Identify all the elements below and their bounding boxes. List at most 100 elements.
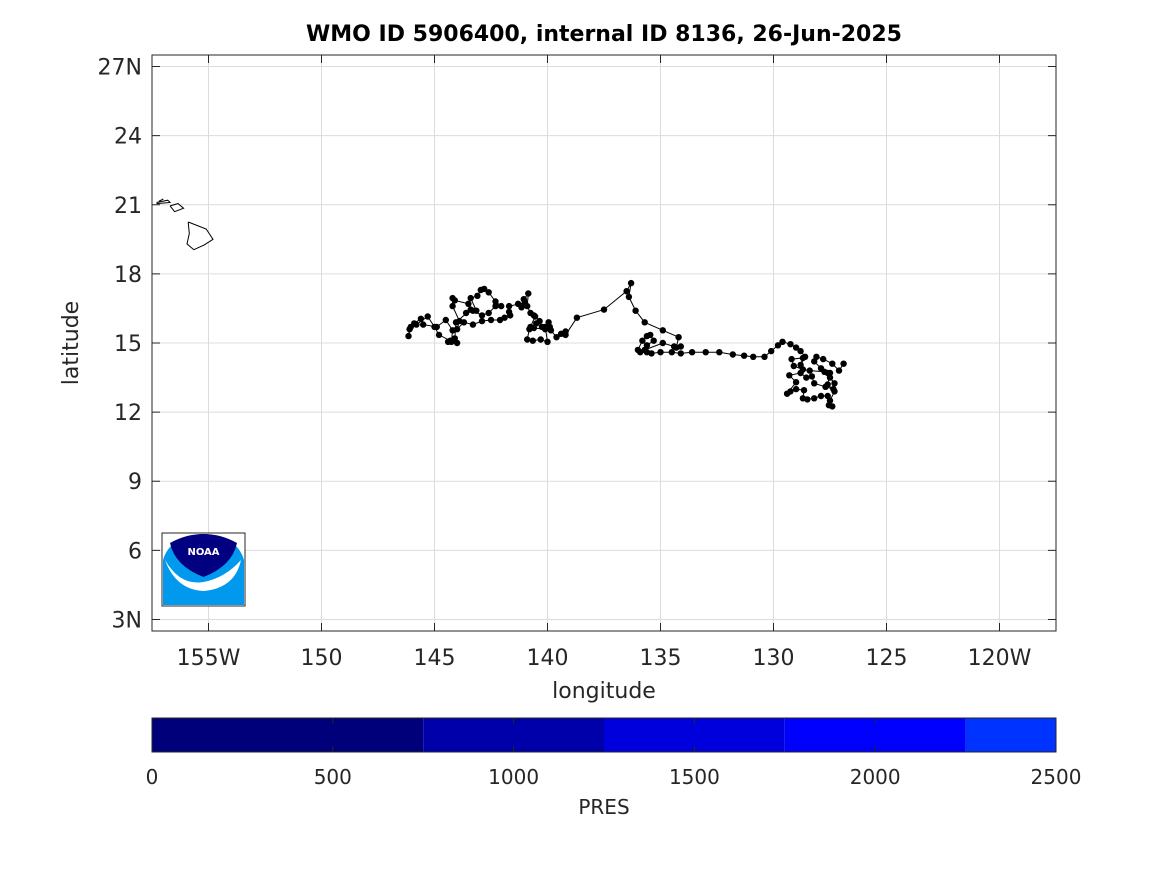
axis-ticks: 155W 150 145 140 135 130 125 120W 3N 6 9 12 15 18 21 24…: [98, 55, 1056, 671]
chart-title: WMO ID 5906400, internal ID 8136, 26-Jun…: [306, 22, 902, 47]
map-axes: 155W 150 145 140 135 130 125 120W 3N 6 9 12 15 18 21 24…: [98, 54, 1057, 671]
trajectory-point: [811, 358, 818, 365]
trajectory-point: [449, 327, 456, 334]
trajectory-point: [529, 337, 536, 344]
trajectory-point: [542, 326, 549, 333]
island-outline: [186, 221, 214, 251]
trajectory-point: [831, 380, 838, 387]
trajectory-point: [768, 347, 775, 355]
colorbar-tick-label: 2500: [1031, 765, 1082, 789]
colorbar-ticks: 0 500 1000 1500 2000 2500: [146, 718, 1082, 789]
trajectory-point: [840, 360, 847, 367]
x-tick-label: 130: [753, 646, 795, 671]
trajectory-point: [465, 300, 472, 307]
trajectory-point: [792, 344, 800, 351]
trajectory-point: [634, 346, 642, 354]
x-tick-label: 120W: [968, 646, 1032, 671]
trajectory-point: [478, 312, 486, 319]
trajectory-point: [792, 385, 800, 393]
x-tick-label: 135: [640, 646, 682, 671]
colorbar-label: PRES: [578, 795, 629, 819]
x-tick-label: 150: [301, 646, 343, 671]
trajectory-point: [673, 344, 680, 351]
y-tick-label: 15: [114, 332, 142, 357]
trajectory-point: [835, 367, 843, 374]
trajectory-point: [639, 337, 646, 344]
colorbar-tick-label: 500: [314, 765, 352, 789]
trajectory-point: [417, 315, 425, 322]
trajectory-point: [600, 306, 608, 313]
trajectory-point: [452, 319, 460, 326]
trajectory-point: [467, 294, 474, 302]
trajectory-point: [474, 292, 481, 299]
trajectory-point: [524, 336, 531, 343]
trajectory-point: [675, 334, 682, 341]
trajectory-point: [527, 309, 534, 317]
trajectory-point: [774, 342, 782, 349]
noaa-logo-icon: NOAA: [161, 532, 246, 607]
trajectory-point: [485, 309, 492, 317]
trajectory-points: [405, 279, 847, 410]
colorbar-tick-label: 2000: [850, 765, 901, 789]
colorbar-tick-label: 0: [146, 765, 159, 789]
trajectory-point: [797, 361, 804, 369]
logo-swoosh: [165, 560, 241, 591]
x-tick-label: 140: [527, 646, 569, 671]
y-tick-label: 24: [114, 125, 142, 150]
trajectory-point: [507, 312, 514, 319]
trajectory-point: [677, 350, 684, 357]
trajectory-point: [420, 321, 427, 328]
y-tick-label: 3N: [112, 608, 142, 633]
trajectory-point: [650, 337, 657, 344]
trajectory-point: [800, 387, 808, 394]
trajectory-point: [806, 367, 813, 374]
trajectory-point: [623, 288, 630, 295]
trajectory-point: [779, 338, 786, 345]
trajectory-point: [442, 316, 449, 324]
y-tick-label: 12: [114, 401, 142, 426]
trajectory-point: [829, 360, 836, 367]
trajectory-point: [553, 334, 560, 341]
trajectory-point: [797, 347, 804, 355]
trajectory-point: [498, 302, 505, 310]
trajectory-point: [573, 314, 581, 321]
trajectory-point: [492, 298, 499, 305]
pressure-colorbar: 0 500 1000 1500 2000 2500 PRES: [146, 717, 1082, 819]
trajectory-point: [786, 372, 793, 379]
trajectory-point: [449, 302, 456, 310]
trajectory-point: [627, 279, 635, 287]
trajectory-point: [817, 392, 825, 400]
trajectory-point: [821, 368, 828, 375]
y-tick-label: 18: [114, 263, 142, 288]
y-axis-label: latitude: [59, 301, 84, 385]
trajectory-point: [788, 355, 795, 363]
y-tick-label: 6: [128, 539, 142, 564]
trajectory-point: [820, 355, 827, 363]
trajectory-point: [702, 349, 709, 356]
trajectory-point: [811, 395, 818, 402]
grid-lines: [152, 55, 1056, 631]
trajectory-point: [790, 362, 797, 370]
trajectory-point: [407, 323, 414, 331]
trajectory-point: [462, 309, 470, 317]
trajectory-point: [487, 316, 495, 324]
colorbar-segment: [152, 718, 424, 752]
trajectory-point: [485, 289, 492, 296]
y-tick-label: 27N: [98, 56, 142, 81]
trajectory-point: [750, 353, 757, 360]
trajectory-point: [431, 323, 438, 331]
float-trajectory: [405, 279, 847, 410]
island-outline: [158, 198, 164, 202]
trajectory-point: [527, 323, 534, 331]
trajectory-point: [544, 338, 551, 345]
hawaii-islands: [156, 198, 214, 251]
trajectory-point: [808, 373, 816, 380]
trajectory-point: [659, 339, 666, 347]
colorbar-tick-label: 1500: [669, 765, 720, 789]
trajectory-point: [521, 299, 529, 306]
trajectory-point: [478, 317, 486, 325]
trajectory-point: [822, 383, 829, 390]
trajectory-point: [557, 330, 565, 337]
island-outline: [169, 203, 185, 213]
trajectory-point: [496, 316, 504, 324]
